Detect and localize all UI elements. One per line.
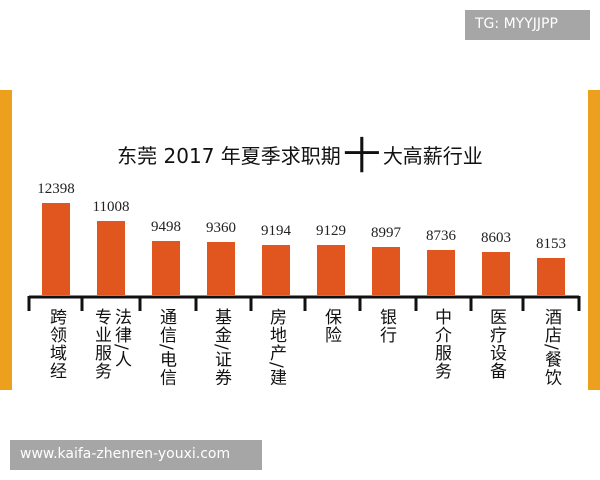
bar — [262, 244, 290, 295]
chart: 东莞 2017 年夏季求职期十 大高薪行业 12398 跨领域经 11008 法律/人 … — [0, 125, 600, 387]
watermark-bottom: www.kaifa-zhenren-youxi.com — [10, 440, 262, 470]
x-axis — [27, 295, 581, 311]
bar — [537, 258, 565, 295]
category-label: 通信/电信 — [156, 308, 176, 387]
bar — [482, 252, 510, 295]
value-label: 8736 — [426, 228, 456, 245]
title-prefix: 东莞 2017 年夏季求职期 — [117, 144, 341, 168]
category-label: 法律/人 专业服务 — [91, 308, 131, 380]
watermark-top: TG: MYYJJPP — [465, 10, 590, 40]
bar — [427, 250, 455, 295]
category-label: 酒店/餐饮 — [541, 308, 561, 387]
value-label: 9129 — [316, 223, 346, 240]
value-label: 9194 — [261, 222, 291, 239]
title-big-char: 十 — [342, 134, 381, 178]
category-label: 医疗设备 — [486, 308, 506, 380]
left-frame — [0, 90, 12, 390]
bar — [207, 242, 235, 295]
category-label: 保险 — [321, 308, 341, 344]
value-label: 8153 — [536, 236, 566, 252]
value-label: 12398 — [37, 181, 75, 197]
bar — [152, 240, 180, 295]
axis-line — [27, 295, 581, 311]
bar — [42, 203, 70, 295]
title-suffix: 大高薪行业 — [382, 144, 483, 168]
value-label: 8997 — [371, 225, 401, 242]
value-label: 8603 — [481, 230, 511, 247]
category-label: 房地产/建 — [266, 308, 286, 387]
bar — [372, 247, 400, 295]
bar — [317, 245, 345, 295]
value-label: 9360 — [206, 220, 236, 237]
category-label: 跨领域经 — [46, 308, 66, 380]
bar — [97, 221, 125, 295]
category-label: 中介服务 — [431, 308, 451, 380]
category-label: 基金/证券 — [211, 308, 231, 387]
right-frame — [588, 90, 600, 390]
value-label: 11008 — [92, 199, 130, 215]
chart-title: 东莞 2017 年夏季求职期十 大高薪行业 — [0, 125, 600, 180]
category-label: 银行 — [376, 308, 396, 344]
value-label: 9498 — [151, 218, 181, 235]
